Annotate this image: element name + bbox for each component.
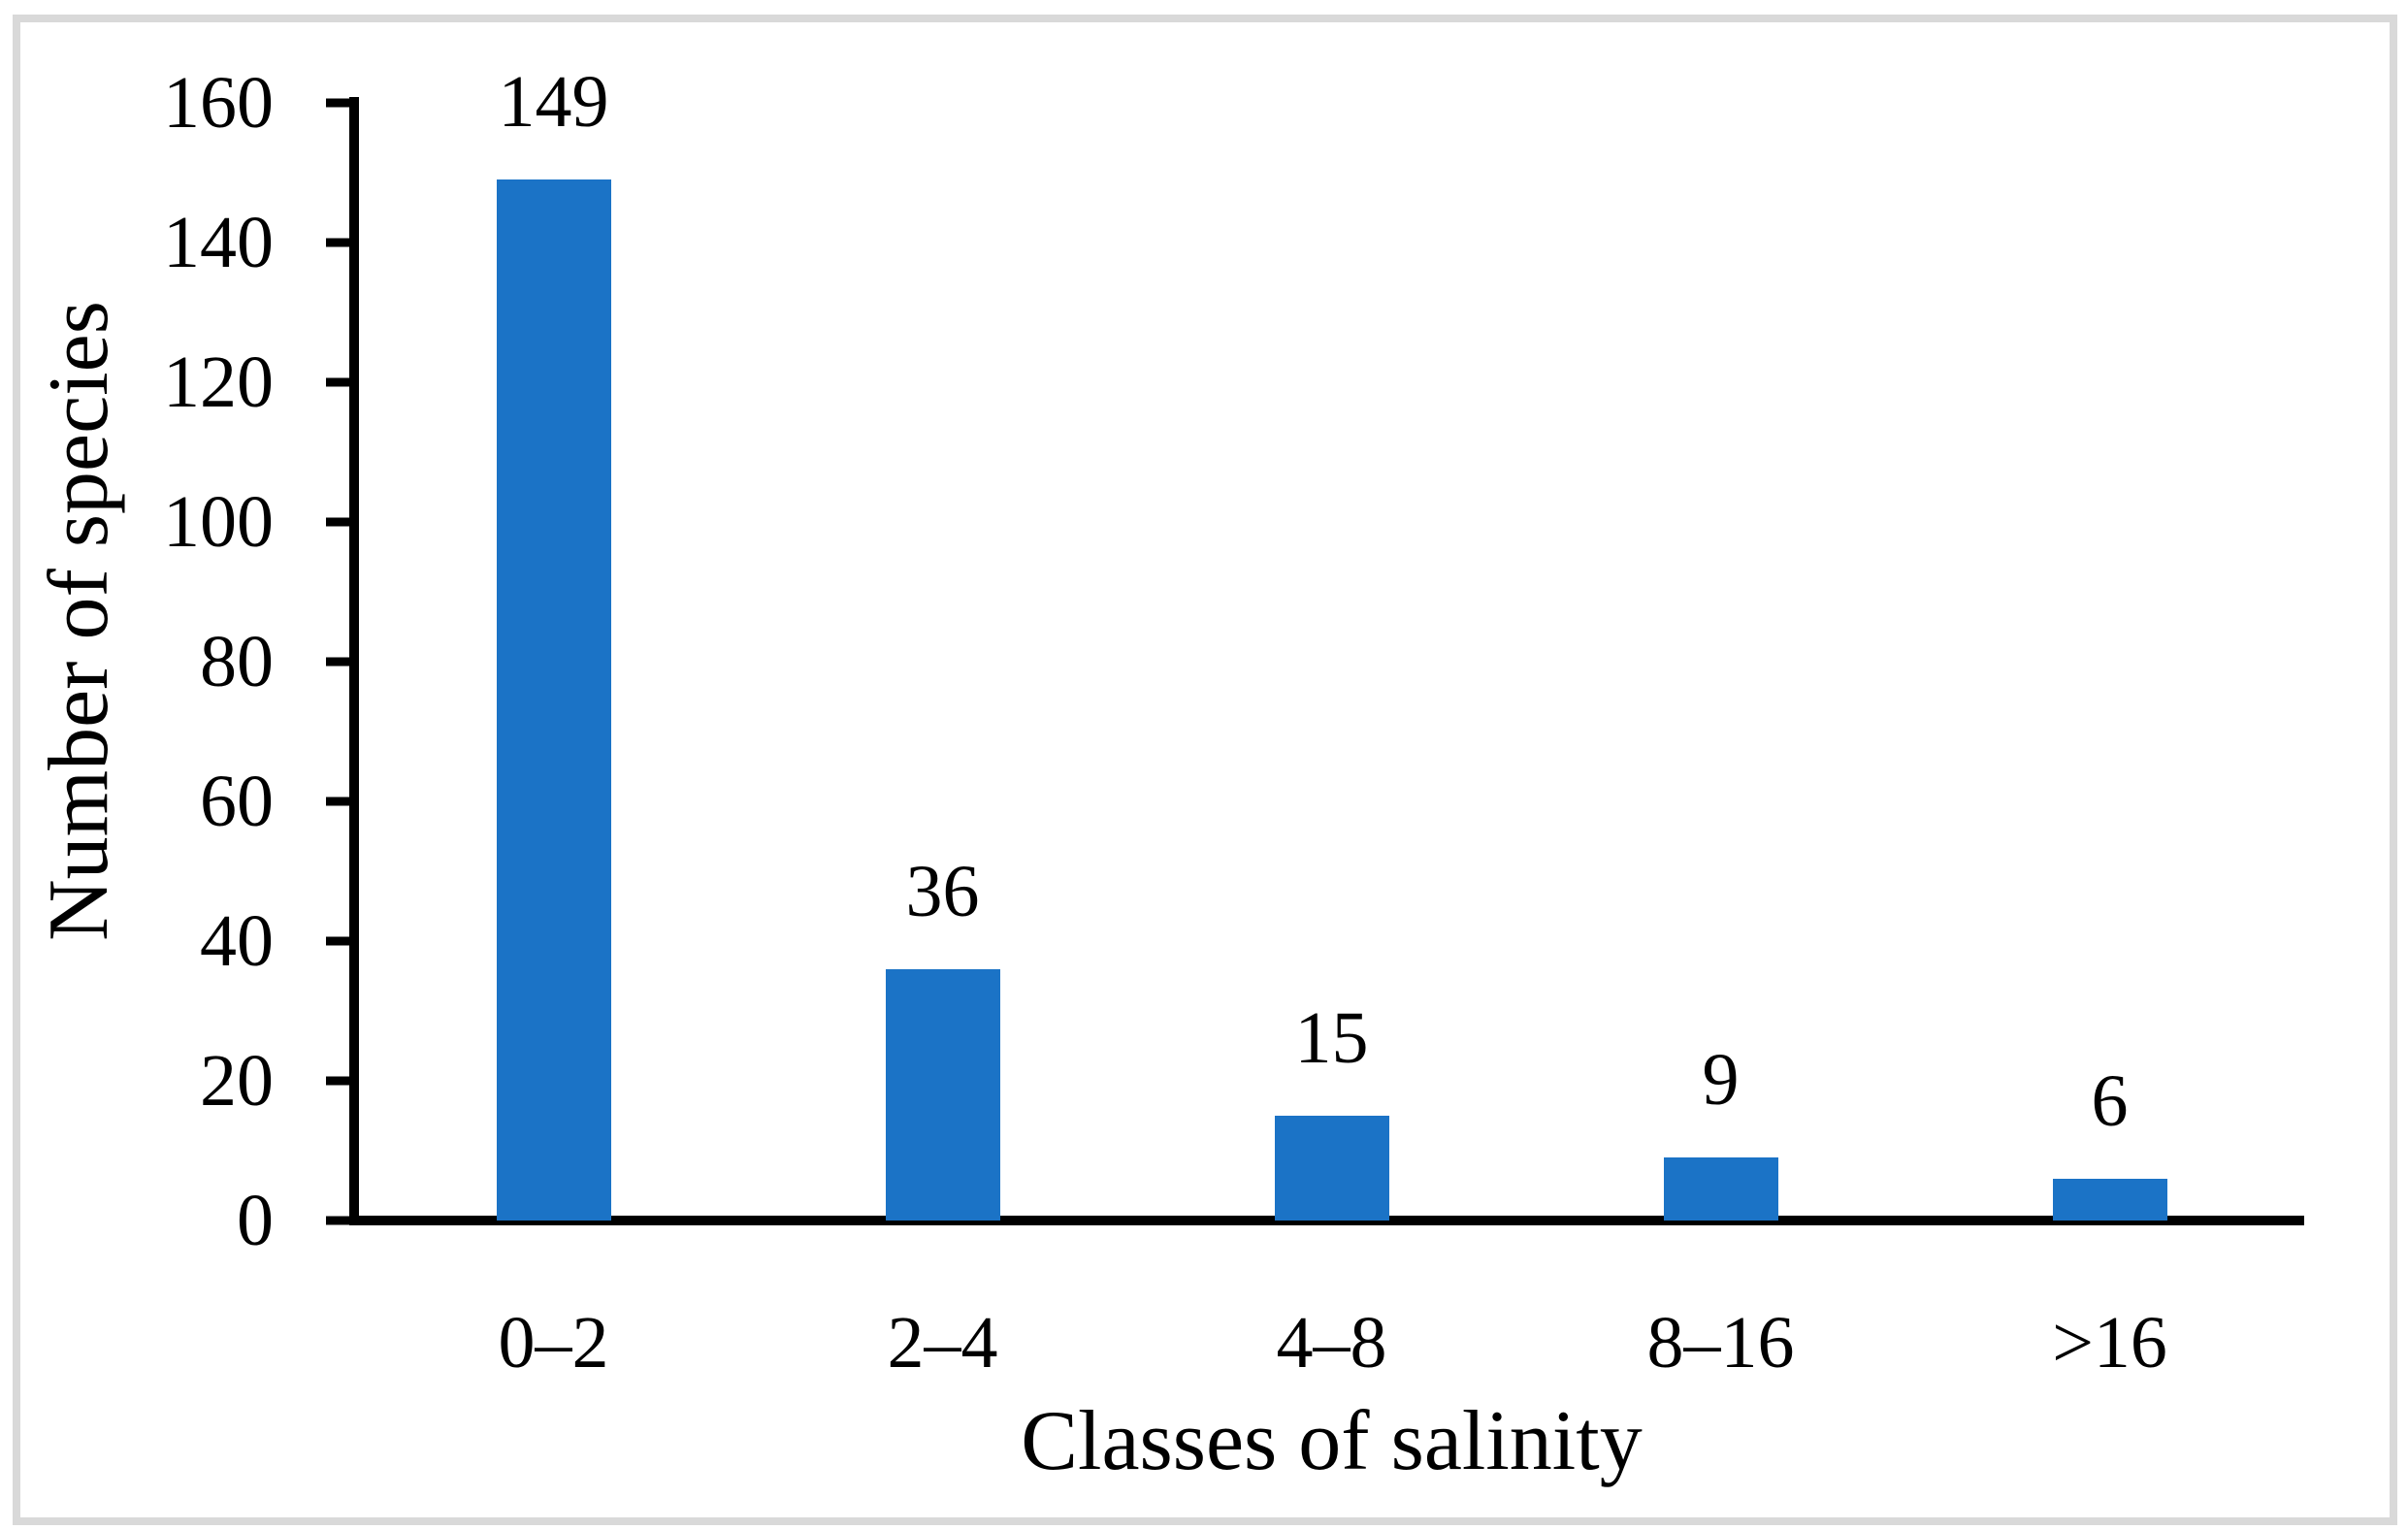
bar [496, 179, 611, 1221]
y-axis-line [349, 97, 359, 1225]
category-slot: 6 >16 [1915, 103, 2304, 1380]
y-tick-label: 160 [163, 62, 274, 144]
y-tick [326, 1216, 349, 1225]
bar-value-label: 6 [2091, 1059, 2129, 1142]
bar-value-label: 36 [905, 850, 980, 932]
x-category-label: 4–8 [1276, 1302, 1387, 1384]
x-category-label: 0–2 [498, 1302, 609, 1384]
x-category-label: 8–16 [1646, 1302, 1795, 1384]
bar-value-label: 9 [1702, 1039, 1740, 1122]
y-tick [326, 98, 349, 108]
y-tick [326, 238, 349, 247]
bar [885, 968, 1000, 1221]
y-axis-title: Number of species [32, 301, 126, 941]
y-tick-label: 80 [200, 621, 274, 702]
plot-area: 0 20 40 60 80 100 120 140 160 149 0–2 36 2–4 15 4–8 9 8… [163, 65, 2304, 1380]
y-tick-label: 20 [200, 1040, 274, 1122]
y-tick [326, 797, 349, 806]
y-tick-label: 0 [237, 1180, 274, 1261]
y-tick [326, 1076, 349, 1086]
category-slot: 36 2–4 [748, 103, 1137, 1380]
x-axis-line [349, 1216, 2304, 1225]
y-tick [326, 377, 349, 387]
x-axis-title: Classes of salinity [1021, 1394, 1643, 1488]
category-slot: 15 4–8 [1137, 103, 1526, 1380]
y-tick-label: 40 [200, 900, 274, 982]
y-tick [326, 936, 349, 946]
category-slot: 9 8–16 [1526, 103, 1915, 1380]
category-slot: 149 0–2 [359, 65, 748, 1380]
bar-value-label: 149 [498, 61, 609, 144]
bar [1663, 1157, 1778, 1221]
y-tick [326, 657, 349, 667]
bar-value-label: 15 [1294, 997, 1369, 1079]
y-tick-label: 140 [163, 202, 274, 283]
y-tick [326, 517, 349, 527]
x-category-label: >16 [2052, 1302, 2167, 1384]
bar [1274, 1116, 1389, 1221]
bar [2052, 1178, 2167, 1221]
y-tick-label: 100 [163, 481, 274, 563]
y-tick-label: 60 [200, 761, 274, 842]
x-category-label: 2–4 [887, 1302, 998, 1384]
y-tick-label: 120 [163, 342, 274, 423]
